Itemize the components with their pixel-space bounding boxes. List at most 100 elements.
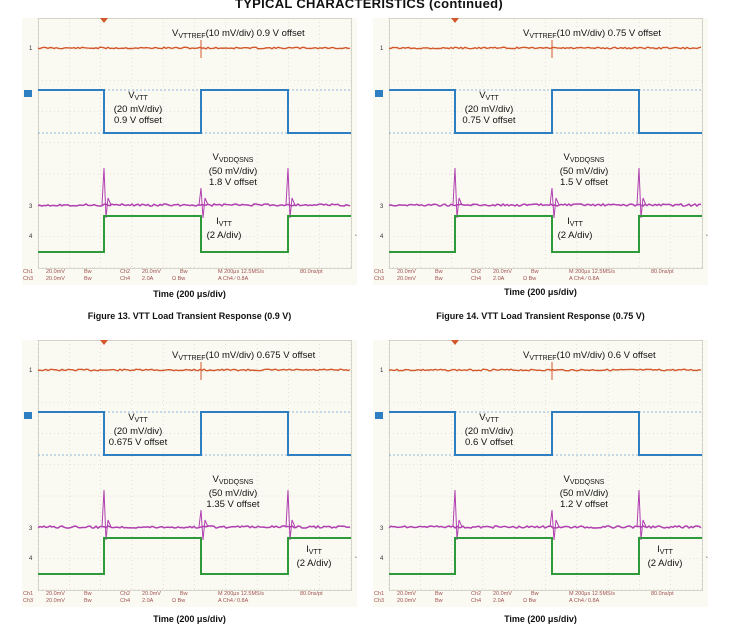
status-ch2bw: Bw bbox=[531, 591, 539, 597]
status-trigger: A Ch4 ∕ 0.8A bbox=[569, 276, 600, 282]
status-ch4bw: Ω Bw bbox=[523, 276, 537, 282]
ch3-marker: 3 bbox=[380, 526, 384, 532]
x-axis-label: Time (200 μs/div) bbox=[153, 289, 226, 299]
status-timebase: M 200μs 12.5MS/s bbox=[218, 591, 264, 597]
vtt-label: VVTT (20 mV/div) 0.675 V offset bbox=[108, 412, 168, 448]
status-ch3: Ch3 bbox=[374, 276, 385, 282]
status-ch1: Ch1 bbox=[374, 269, 385, 275]
status-ch1: Ch1 bbox=[374, 591, 385, 597]
vddqsns-spike bbox=[636, 489, 647, 541]
scope-status-bar: Ch1 20.0mV Bw Ch2 20.0mV Bw M 200μs 12.5MS/s 80… bbox=[22, 590, 357, 606]
status-ch4: Ch4 bbox=[120, 598, 131, 604]
trace-vtt bbox=[389, 411, 702, 456]
ch4-arrow-marker: ← bbox=[705, 232, 708, 238]
status-ch3: Ch3 bbox=[23, 598, 34, 604]
status-trigger: A Ch4 ∕ 0.8A bbox=[218, 276, 249, 282]
status-timebase: M 200μs 12.5MS/s bbox=[569, 591, 615, 597]
vddqsns-spike bbox=[101, 489, 112, 541]
scope-screen: 1 3 4 ← VVTTREF(10 mV/div) 0.675 V offset VVT… bbox=[22, 340, 357, 607]
ch4-arrow-marker: ← bbox=[354, 232, 357, 238]
status-ch2v: 20.0mV bbox=[493, 269, 512, 275]
status-ch3: Ch3 bbox=[23, 276, 34, 282]
status-ch4: Ch4 bbox=[120, 276, 131, 282]
status-ch1: Ch1 bbox=[23, 591, 34, 597]
trace-vddqsns bbox=[37, 202, 351, 208]
scope-screen: 1 3 4 ← VVTTREF(10 mV/div) 0.6 V offset VVTT(… bbox=[373, 340, 708, 607]
trace-vtt bbox=[38, 411, 351, 456]
status-ch3v: 20.0mV bbox=[46, 276, 65, 282]
trace-vttref bbox=[37, 368, 351, 372]
ch2-marker bbox=[24, 412, 32, 419]
trace-ivtt bbox=[38, 537, 351, 575]
trigger-marker bbox=[451, 340, 459, 345]
status-ch4: Ch4 bbox=[471, 598, 482, 604]
vddqsns-spike bbox=[198, 509, 209, 541]
status-ch3v: 20.0mV bbox=[397, 276, 416, 282]
scope-traces: 1 3 4 ← bbox=[24, 18, 357, 269]
ivtt-label: IVTT (2 A/div) bbox=[557, 216, 593, 241]
vddqsns-label: VVDDQSNS (50 mV/div) 1.2 V offset bbox=[559, 474, 609, 510]
ch4-arrow-marker: ← bbox=[705, 554, 708, 560]
status-ch1bw: Bw bbox=[435, 591, 443, 597]
trace-vddqsns bbox=[388, 202, 702, 208]
vttref-label: VVTTREF(10 mV/div) 0.6 V offset bbox=[523, 350, 656, 362]
trace-vttref bbox=[37, 46, 351, 50]
status-ch3bw: Bw bbox=[84, 598, 92, 604]
scope-status-bar: Ch1 20.0mV Bw Ch2 20.0mV Bw M 200μs 12.5MS/s 80… bbox=[373, 590, 708, 606]
ch2-marker bbox=[375, 412, 383, 419]
status-ch3v: 20.0mV bbox=[46, 598, 65, 604]
status-ch1v: 20.0mV bbox=[397, 591, 416, 597]
status-ch4bw: Ω Bw bbox=[172, 598, 186, 604]
status-ch1v: 20.0mV bbox=[46, 269, 65, 275]
ch4-marker: 4 bbox=[380, 556, 384, 562]
ch3-marker: 3 bbox=[29, 204, 33, 210]
status-ch2bw: Bw bbox=[180, 269, 188, 275]
scope-traces: 1 3 4 ← bbox=[375, 340, 708, 591]
page-title: TYPICAL CHARACTERISTICS (continued) bbox=[234, 0, 504, 11]
vddqsns-spike bbox=[452, 167, 463, 219]
trigger-marker bbox=[100, 340, 108, 345]
scope-traces: 1 3 4 ← bbox=[375, 18, 708, 269]
status-ch2: Ch2 bbox=[120, 591, 131, 597]
trace-vttref bbox=[388, 46, 702, 50]
vddqsns-spike bbox=[636, 167, 647, 219]
status-ch2: Ch2 bbox=[471, 591, 482, 597]
status-ch1: Ch1 bbox=[23, 269, 34, 275]
trace-ivtt bbox=[389, 537, 702, 575]
ivtt-label: IVTT (2 A/div) bbox=[647, 544, 683, 569]
vddqsns-spike bbox=[549, 509, 560, 541]
trace-vddqsns bbox=[388, 524, 702, 530]
ivtt-label: IVTT (2 A/div) bbox=[296, 544, 332, 569]
ivtt-label: IVTT (2 A/div) bbox=[206, 216, 242, 241]
ch3-marker: 3 bbox=[29, 526, 33, 532]
status-ch4bw: Ω Bw bbox=[523, 598, 537, 604]
scope-status-bar: Ch1 20.0mV Bw Ch2 20.0mV Bw M 200μs 12.5MS/s 80… bbox=[373, 268, 708, 284]
trigger-marker bbox=[451, 18, 459, 23]
status-rec: 80.0ns/pt bbox=[300, 591, 323, 597]
status-ch4bw: Ω Bw bbox=[172, 276, 186, 282]
status-ch4v: 2.0A bbox=[142, 276, 154, 282]
vddqsns-label: VVDDQSNS (50 mV/div) 1.8 V offset bbox=[208, 152, 258, 188]
status-ch3: Ch3 bbox=[374, 598, 385, 604]
status-rec: 80.0ns/pt bbox=[651, 591, 674, 597]
x-axis-label: Time (200 μs/div) bbox=[153, 614, 226, 624]
status-timebase: M 200μs 12.5MS/s bbox=[569, 269, 615, 275]
ch3-marker: 3 bbox=[380, 204, 384, 210]
vddqsns-spike bbox=[285, 489, 296, 541]
status-trigger: A Ch4 ∕ 0.8A bbox=[569, 598, 600, 604]
vttref-label: VVTTREF(10 mV/div) 0.9 V offset bbox=[172, 28, 305, 40]
status-ch1bw: Bw bbox=[84, 269, 92, 275]
vddqsns-spike bbox=[285, 167, 296, 219]
ch1-marker: 1 bbox=[29, 368, 33, 374]
vddqsns-spike bbox=[101, 167, 112, 219]
trace-ivtt bbox=[389, 215, 702, 253]
status-ch2bw: Bw bbox=[531, 269, 539, 275]
trace-vttref bbox=[388, 368, 702, 372]
vtt-label: VVTT (20 mV/div) 0.6 V offset bbox=[464, 412, 514, 448]
scope-status-bar: Ch1 20.0mV Bw Ch2 20.0mV Bw M 200μs 12.5MS/s 80… bbox=[22, 268, 357, 284]
status-ch2v: 20.0mV bbox=[142, 269, 161, 275]
ch4-arrow-marker: ← bbox=[354, 554, 357, 560]
status-rec: 80.0ns/pt bbox=[300, 269, 323, 275]
figure-caption: Figure 13. VTT Load Transient Response (… bbox=[87, 311, 292, 321]
vtt-label: VVTT (20 mV/div) 0.9 V offset bbox=[113, 90, 163, 126]
